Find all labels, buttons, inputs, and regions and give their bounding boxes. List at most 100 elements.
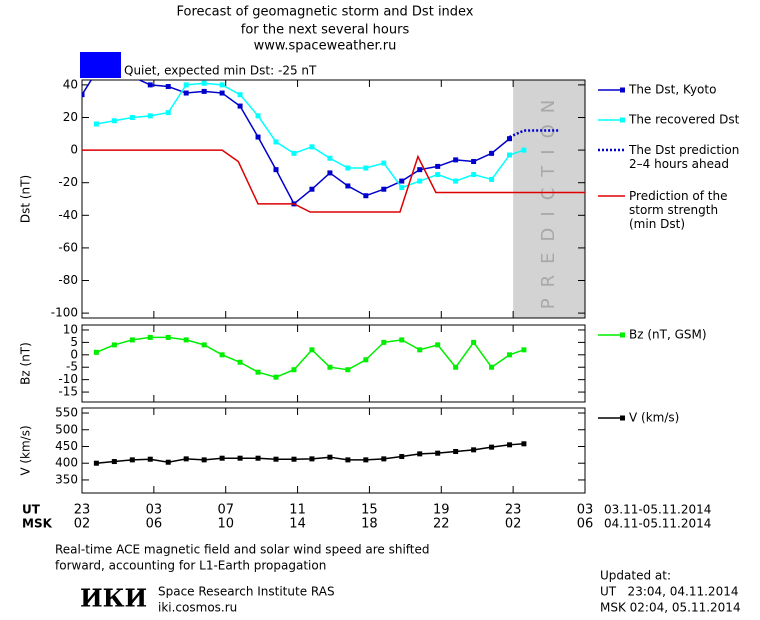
series-marker [111, 342, 117, 348]
series-marker [435, 450, 441, 456]
series-marker [363, 457, 369, 463]
series-marker [471, 172, 477, 178]
series-marker [82, 92, 85, 98]
series-marker [345, 367, 351, 373]
legend-label: The Dst prediction 2–4 hours ahead [628, 143, 739, 171]
series-marker [219, 90, 225, 96]
series-marker [489, 444, 495, 450]
legend-label: Prediction of the storm strength (min Dst) [629, 189, 728, 231]
series-marker [219, 82, 225, 88]
series-marker [201, 342, 207, 348]
series-marker [273, 374, 279, 380]
series-marker [309, 186, 315, 192]
legend-marker [620, 332, 625, 338]
series-marker [237, 103, 243, 109]
plot-area [93, 441, 527, 466]
series-marker [309, 144, 315, 150]
y-tick-label: 400 [55, 456, 78, 470]
series-marker [363, 193, 369, 199]
series-marker [435, 172, 441, 178]
x-tick-label: 03 [146, 503, 163, 518]
series-line [509, 129, 560, 139]
series-marker [399, 185, 405, 191]
series-marker [183, 337, 189, 343]
series-marker [417, 167, 423, 173]
series-marker [345, 457, 351, 463]
series-marker [399, 337, 405, 343]
series-marker [507, 442, 513, 448]
series-marker [147, 334, 153, 340]
series-line [82, 80, 511, 206]
series-marker [255, 113, 261, 119]
y-tick-label: 500 [55, 422, 78, 436]
y-tick-label: -100 [51, 306, 78, 320]
series-marker [93, 460, 99, 466]
x-tick-label: 23 [505, 503, 522, 518]
title-line: www.spaceweather.ru [254, 39, 397, 54]
plot-area [93, 334, 527, 380]
x-tick-label: 07 [217, 503, 234, 518]
x2-tick-label: 02 [505, 517, 522, 532]
series-marker [273, 139, 279, 145]
series-marker [489, 150, 495, 156]
series-marker [399, 178, 405, 184]
y-tick-label: 40 [63, 77, 78, 91]
series-line [96, 336, 525, 378]
x2-tick-label: 06 [146, 517, 163, 532]
series-marker [147, 82, 153, 88]
title-line: for the next several hours [241, 23, 410, 38]
x2-axis-label: MSK [22, 517, 53, 531]
y-tick-label: -80 [58, 273, 78, 287]
y-tick-label: 450 [55, 439, 78, 453]
series-marker [363, 357, 369, 363]
status-swatch [80, 52, 121, 78]
series-marker [399, 454, 405, 460]
series-marker [273, 456, 279, 462]
series-marker [453, 364, 459, 370]
institute: Space Research Institute RAS [158, 585, 335, 599]
series-marker [201, 80, 207, 86]
legend-label: Bz (nT, GSM) [629, 328, 707, 342]
series-marker [381, 160, 387, 166]
series-marker [219, 455, 225, 461]
prediction-shade [513, 80, 585, 318]
series-marker [129, 114, 135, 120]
series-marker [255, 369, 261, 375]
y-axis-label: V (km/s) [19, 425, 33, 475]
x-tick-label: 23 [74, 503, 91, 518]
updated: MSK 02:04, 05.11.2014 [600, 601, 741, 615]
series-marker [165, 334, 171, 340]
series-marker [291, 150, 297, 156]
series-marker [417, 178, 423, 184]
series-marker [255, 455, 261, 461]
series-marker [93, 121, 99, 127]
series-marker [183, 90, 189, 96]
series-marker [471, 447, 477, 453]
x2-range: 04.11-05.11.2014 [604, 517, 711, 531]
series-marker [381, 186, 387, 192]
plot-area [82, 80, 585, 213]
series-marker [453, 449, 459, 455]
x-tick-label: 11 [289, 503, 306, 518]
series-marker [363, 165, 369, 171]
series-marker [327, 364, 333, 370]
x2-tick-label: 18 [361, 517, 378, 532]
series-marker [381, 339, 387, 345]
series-marker [309, 347, 315, 353]
updated: Updated at: [600, 569, 671, 583]
x2-tick-label: 06 [577, 517, 594, 532]
plot-frame [81, 79, 586, 319]
legend-marker [620, 117, 625, 123]
legend-marker [620, 87, 625, 93]
plot-frame [81, 407, 586, 494]
y-axis-label: Bz (nT) [19, 342, 33, 385]
series-marker [507, 136, 513, 142]
series-marker [129, 337, 135, 343]
series-marker [129, 457, 135, 463]
series-marker [291, 456, 297, 462]
title-line: Forecast of geomagnetic storm and Dst in… [176, 5, 473, 20]
y-tick-label: -60 [58, 240, 78, 254]
logo: ИКИ [80, 584, 147, 613]
x2-tick-label: 14 [289, 517, 306, 532]
